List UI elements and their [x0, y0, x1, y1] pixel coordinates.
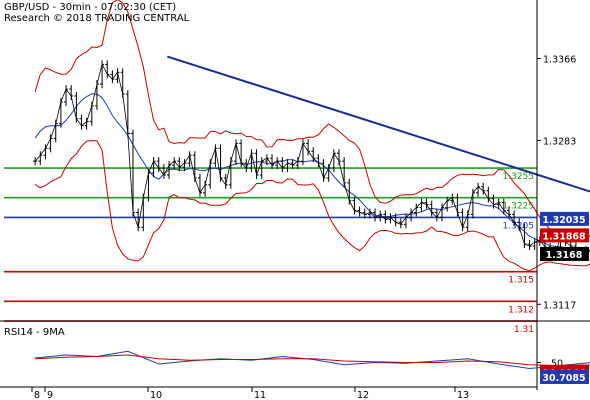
price-tag: 1.31868	[540, 228, 589, 243]
rsi-title: RSI14 - 9MA	[4, 327, 65, 338]
time-tick-label: 13	[457, 390, 469, 400]
time-tick-label: 9	[47, 390, 53, 400]
price-tag-box	[540, 228, 589, 243]
rsi_ma-line	[35, 354, 590, 367]
rsi-value-tag-label: 30.7085	[542, 373, 585, 384]
level-label-support: 1.315	[508, 276, 534, 286]
price-tag-label: 1.3168	[546, 250, 583, 261]
price-tick-label: 1.3366	[543, 54, 576, 65]
rsi-tick-label: 50	[551, 359, 563, 370]
level-label-support: 1.31	[514, 325, 534, 335]
price-tag: 1.32035	[540, 211, 589, 226]
rsi-value-tag: 30.7085	[540, 369, 589, 384]
price-tag: 1.3168	[540, 246, 589, 261]
rsi-panel: 5036.934630.7085	[35, 350, 590, 384]
price-tag-box	[540, 246, 589, 261]
price-series	[33, 60, 590, 258]
bollinger-lower	[34, 140, 590, 272]
annotations	[166, 55, 590, 193]
time-tick-label: 11	[254, 390, 266, 400]
copyright-text: Research © 2018 TRADING CENTRAL	[4, 13, 190, 24]
price-tag-label: 1.32035	[542, 215, 585, 226]
time-tick-label: 12	[357, 390, 369, 400]
rsi-value-tag-box	[540, 369, 589, 384]
time-tick-label: 10	[150, 390, 162, 400]
price-tick-label: 1.3283	[543, 136, 576, 147]
time-tick-label: 8	[34, 390, 40, 400]
descending-trendline	[166, 55, 590, 193]
price-tag-box	[540, 211, 589, 226]
price-tag-label: 1.31868	[542, 231, 586, 242]
level-label-resistance: 1.3255	[503, 172, 535, 182]
level-label-support: 1.312	[508, 305, 534, 315]
chart-title: GBP/USD - 30min - 07:02:30 (CET)	[4, 2, 177, 13]
price-tick-label: 1.3117	[543, 300, 576, 311]
level-label-resistance: 1.3225	[503, 202, 535, 212]
